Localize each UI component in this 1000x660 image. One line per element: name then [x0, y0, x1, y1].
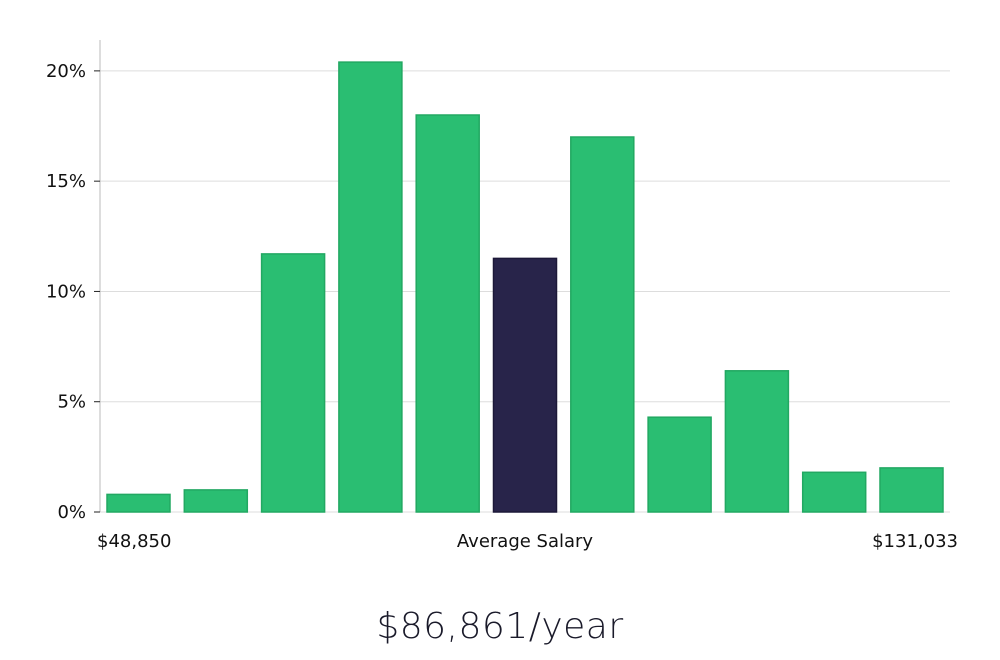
y-tick-label-0: 0% — [57, 502, 86, 523]
bar-4 — [338, 61, 403, 513]
bar-9 — [724, 370, 790, 513]
bar-7 — [570, 136, 635, 513]
y-tick-label-10: 10% — [46, 281, 86, 302]
bar-average-salary — [492, 257, 558, 513]
y-tick-label-15: 15% — [46, 171, 86, 192]
bar-3 — [260, 253, 326, 513]
bars — [106, 61, 944, 513]
x-axis-label: Average Salary — [457, 531, 594, 552]
bar-10 — [801, 471, 867, 513]
salary-histogram: 0% 5% 10% 15% 20% $48,850 Average Salary $13… — [46, 40, 958, 552]
bar-5 — [415, 114, 480, 513]
bar-2 — [183, 489, 249, 513]
bar-11 — [879, 467, 944, 513]
y-tick-labels: 0% 5% 10% 15% 20% — [46, 61, 100, 523]
x-min-label: $48,850 — [97, 531, 171, 552]
average-salary-headline: $86,861/year — [376, 606, 624, 647]
bar-1 — [106, 493, 171, 513]
bar-8 — [647, 416, 712, 513]
x-max-label: $131,033 — [872, 531, 958, 552]
y-tick-label-20: 20% — [46, 61, 86, 82]
y-tick-label-5: 5% — [57, 392, 86, 413]
